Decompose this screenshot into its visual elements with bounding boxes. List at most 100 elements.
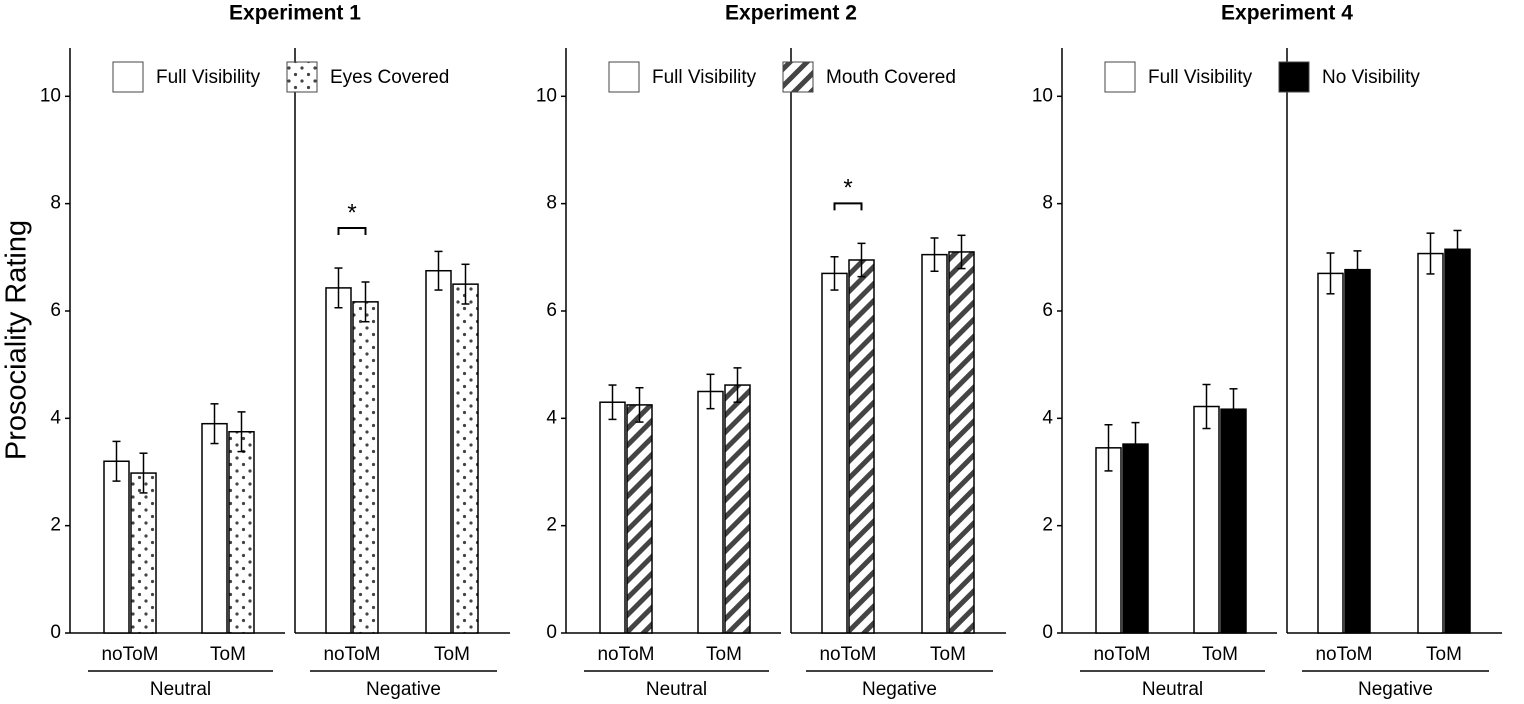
panel-title: Experiment 2 [725,2,857,25]
error-bar [361,281,370,323]
error-bar [237,411,246,453]
y-tick-label: 0 [546,622,557,643]
group-label: Negative [862,679,937,700]
legend-swatch [286,61,318,93]
bar [1444,248,1471,634]
y-tick-label: 6 [546,300,557,321]
significance-label: * [347,199,356,226]
error-bar [635,386,644,423]
bar [626,404,653,634]
group-label: Neutral [646,679,707,700]
x-tick-label: ToM [930,644,966,665]
error-bar [434,250,443,291]
error-bar [1326,252,1335,295]
group-label: Negative [1358,679,1433,700]
panel-title: Experiment 1 [229,2,361,25]
error-bar [461,263,470,305]
bar [848,259,875,634]
legend-label: No Visibility [1322,67,1420,88]
legend-label: Full Visibility [156,67,261,88]
y-tick-label: 10 [1032,85,1053,106]
bar [1344,268,1371,634]
bar [130,472,157,634]
legend-label: Full Visibility [652,67,757,88]
legend-label: Eyes Covered [330,67,449,88]
x-tick-label: ToM [1426,644,1462,665]
y-tick-label: 6 [50,300,61,321]
bar [948,251,975,634]
legend-label: Mouth Covered [826,67,956,88]
y-tick-label: 8 [546,193,557,214]
error-bar [857,242,866,278]
x-tick-label: noToM [1093,644,1150,665]
x-tick-label: noToM [597,644,654,665]
bar [103,460,130,634]
significance-label: * [843,175,852,202]
legend-swatch [1104,61,1136,93]
bar [452,283,479,634]
y-axis-label: Prosociality Rating [1,220,33,460]
error-bar [334,267,343,309]
y-tick-label: 8 [50,193,61,214]
bar [228,430,255,634]
error-bar [1104,424,1113,472]
legend-swatch [112,61,144,93]
y-tick-label: 2 [546,515,557,536]
x-tick-label: ToM [434,644,470,665]
error-bar [930,237,939,273]
bar [1220,408,1247,634]
group-label: Neutral [150,679,211,700]
error-bar [733,367,742,403]
error-bar [957,234,966,270]
bar [352,301,379,634]
bar [201,422,228,634]
bar [724,384,751,634]
error-bar [608,384,617,421]
error-bar [706,373,715,410]
legend-swatch [782,61,814,93]
y-tick-label: 4 [50,407,61,428]
error-bar [1426,232,1435,275]
bar [325,287,352,634]
significance-bracket [833,202,863,211]
error-bar [1453,229,1462,269]
bar [821,272,848,634]
error-bar [830,256,839,291]
bar [697,390,724,634]
bar [1193,405,1220,634]
y-tick-label: 10 [40,85,61,106]
bar [599,401,626,634]
bar [1417,252,1444,634]
legend-swatch [1278,61,1310,93]
y-tick-label: 8 [1042,193,1053,214]
bar [1317,272,1344,634]
y-tick-label: 0 [50,622,61,643]
legend-swatch [608,61,640,93]
x-tick-label: noToM [101,644,158,665]
y-tick-label: 4 [546,407,557,428]
bar [1095,447,1122,634]
error-bar [210,403,219,445]
group-label: Negative [366,679,441,700]
x-tick-label: ToM [1202,644,1238,665]
y-tick-label: 2 [1042,515,1053,536]
x-tick-label: noToM [1315,644,1372,665]
y-tick-label: 4 [1042,407,1053,428]
error-bar [1202,383,1211,430]
error-bar [1353,250,1362,290]
error-bar [112,440,121,482]
bar [425,269,452,634]
error-bar [1131,421,1140,467]
bar [921,253,948,634]
y-tick-label: 2 [50,515,61,536]
x-tick-label: ToM [706,644,742,665]
y-tick-label: 6 [1042,300,1053,321]
y-tick-label: 10 [536,85,557,106]
significance-bracket [337,227,367,236]
x-tick-label: noToM [819,644,876,665]
y-tick-label: 0 [1042,622,1053,643]
group-label: Neutral [1142,679,1203,700]
error-bar [139,452,148,494]
x-tick-label: noToM [323,644,380,665]
